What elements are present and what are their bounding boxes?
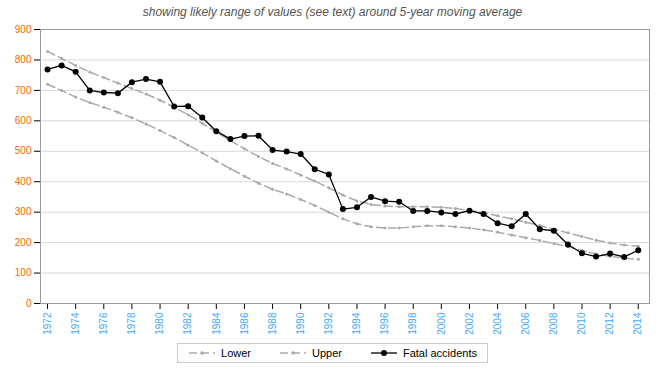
svg-text:200: 200 (15, 237, 32, 248)
svg-text:600: 600 (15, 115, 32, 126)
svg-text:1974: 1974 (70, 312, 81, 335)
svg-text:500: 500 (15, 145, 32, 156)
svg-text:700: 700 (15, 85, 32, 96)
html-text:Lower: Lower (221, 347, 251, 359)
svg-text:1988: 1988 (267, 312, 278, 335)
html-text:Upper: Upper (312, 347, 342, 359)
svg-text:1998: 1998 (407, 312, 418, 335)
svg-text:2010: 2010 (576, 312, 587, 335)
svg-text:2002: 2002 (464, 312, 475, 335)
svg-text:1996: 1996 (379, 312, 390, 335)
svg-text:2008: 2008 (548, 312, 559, 335)
svg-text:1994: 1994 (351, 312, 362, 335)
svg-text:1978: 1978 (126, 312, 137, 335)
svg-text:2014: 2014 (632, 312, 643, 335)
html-text:Fatal accidents: Fatal accidents (403, 347, 477, 359)
svg-text:400: 400 (15, 176, 32, 187)
svg-text:900: 900 (15, 24, 32, 35)
svg-text:300: 300 (15, 206, 32, 217)
svg-text:100: 100 (15, 267, 32, 278)
svg-text:1984: 1984 (211, 312, 222, 335)
svg-text:1992: 1992 (323, 312, 334, 335)
svg-text:1980: 1980 (154, 312, 165, 335)
svg-text:0: 0 (26, 298, 32, 309)
svg-text:1986: 1986 (239, 312, 250, 335)
svg-text:2000: 2000 (436, 312, 447, 335)
svg-text:2004: 2004 (492, 312, 503, 335)
html-text:showing likely range of values: showing likely range of values (see text… (142, 5, 523, 19)
svg-text:2006: 2006 (520, 312, 531, 335)
svg-text:1972: 1972 (42, 312, 53, 335)
svg-text:2012: 2012 (604, 312, 615, 335)
svg-text:1976: 1976 (98, 312, 109, 335)
svg-text:800: 800 (15, 54, 32, 65)
svg-text:1990: 1990 (295, 312, 306, 335)
svg-text:1982: 1982 (182, 312, 193, 335)
